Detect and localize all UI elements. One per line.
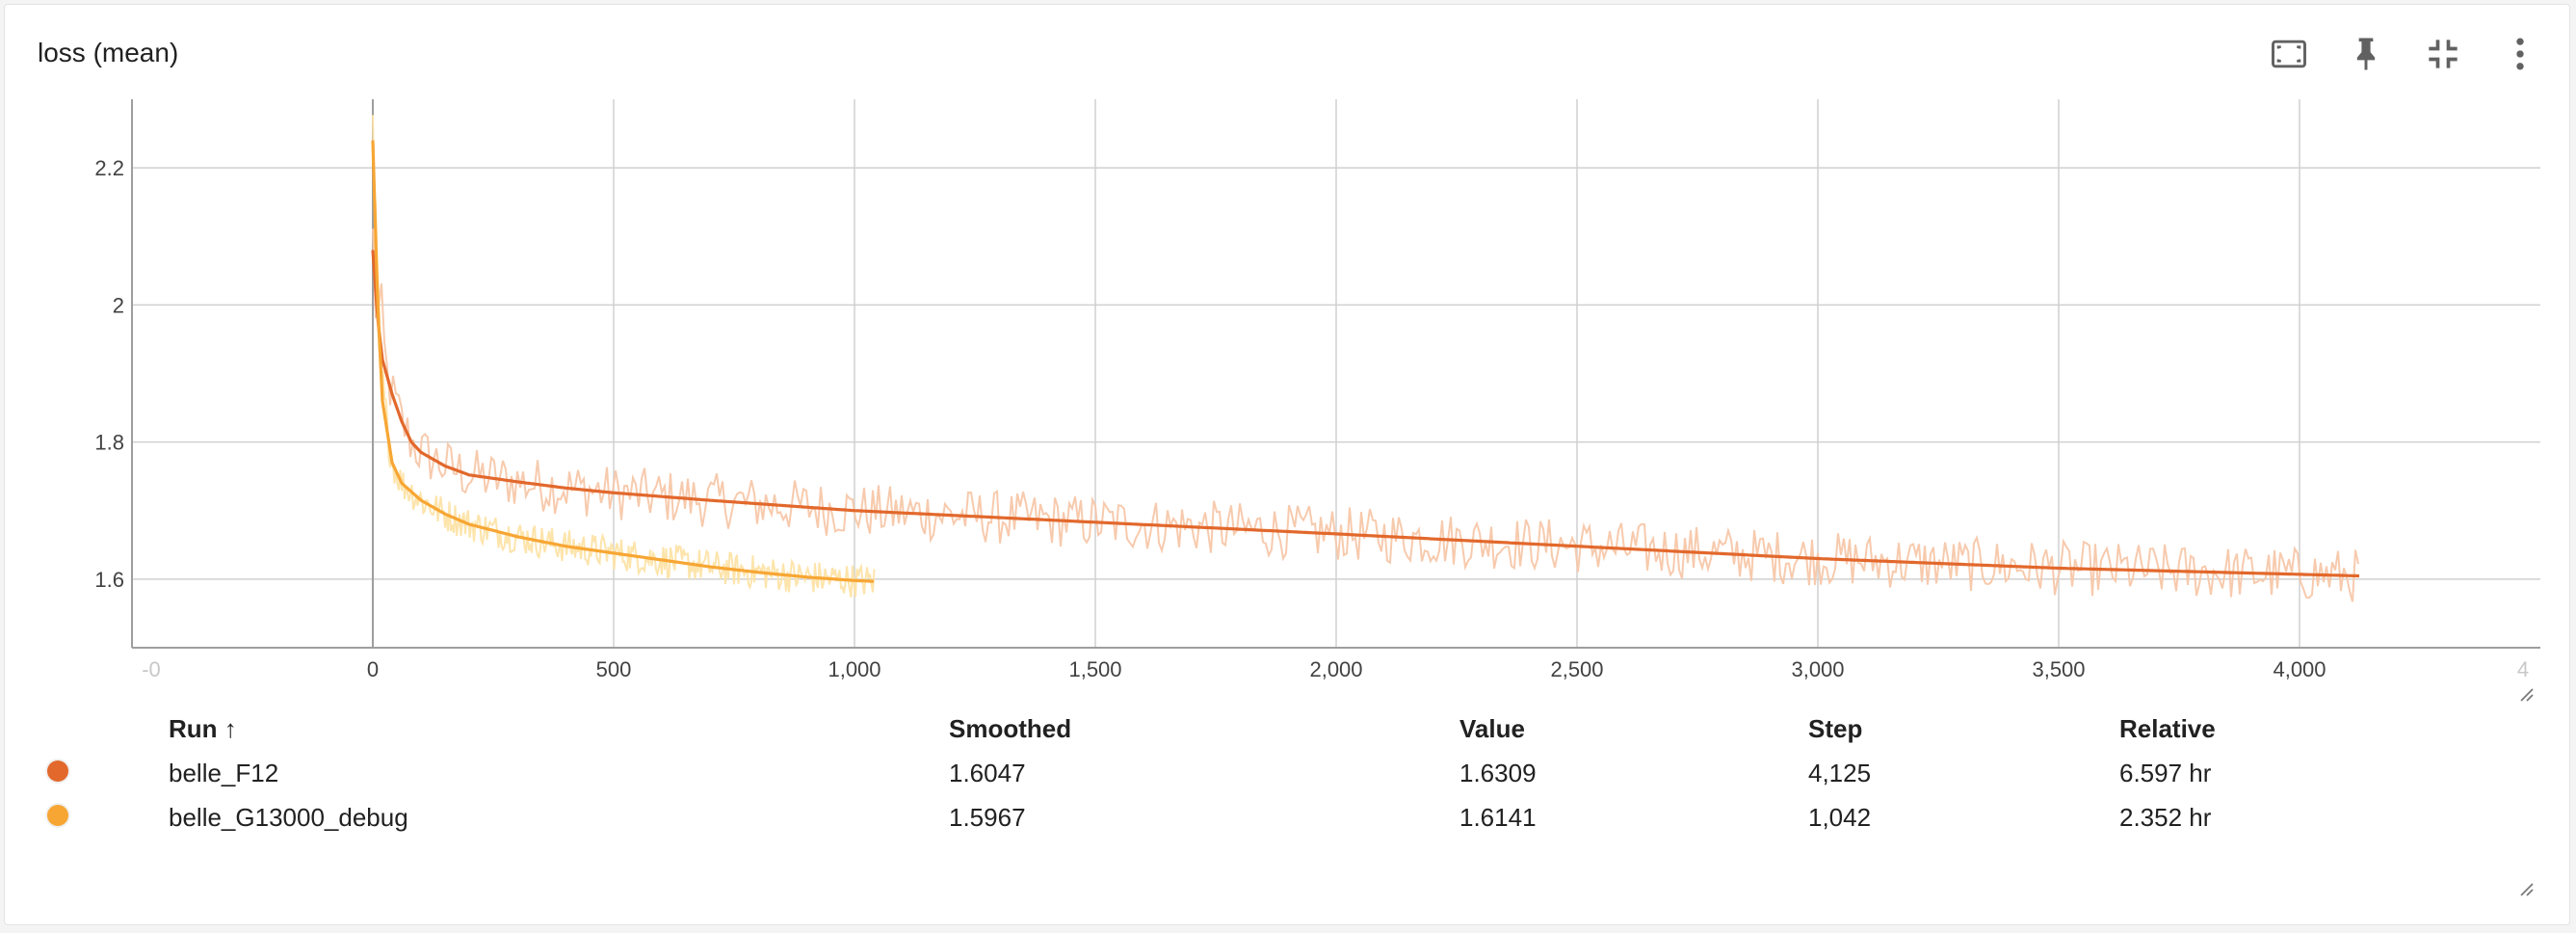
line-chart[interactable]: 0 500 1,000 1,500 2,000 2,500 3,000 3,500 4,000 -… [5, 5, 2571, 699]
smoothed-series-line [371, 140, 875, 583]
run-name: belle_G13000_debug [169, 802, 408, 832]
collapse-icon [2429, 40, 2458, 68]
x-tick-label: 1,000 [828, 657, 881, 681]
run-step: 1,042 [1808, 802, 1872, 832]
smoothed-series-line [371, 250, 2359, 578]
header-run[interactable]: Run ↑ [169, 713, 237, 743]
x-tick-label: 1,500 [1068, 657, 1121, 681]
x-tick-label: 4,000 [2273, 657, 2326, 681]
y-tick-label: 1.8 [94, 431, 124, 455]
run-smoothed: 1.5967 [949, 802, 1026, 832]
more-options-button[interactable] [2496, 30, 2544, 78]
y-tick-label: 1.6 [94, 568, 124, 592]
run-name: belle_F12 [169, 758, 279, 787]
pin-button[interactable] [2342, 30, 2390, 78]
x-tick-label: 2,500 [1550, 657, 1603, 681]
x-tick-label: 3,000 [1791, 657, 1844, 681]
raw-series-line [372, 228, 2359, 602]
header-relative[interactable]: Relative [2119, 713, 2216, 743]
header-smoothed[interactable]: Smoothed [949, 713, 1072, 743]
table-row: belle_G13000_debug 1.5967 1.6141 1,042 2… [38, 795, 2408, 840]
x-edge-tick-label: -0 [142, 657, 161, 681]
run-value: 1.6141 [1459, 802, 1537, 832]
x-tick-label: 0 [367, 657, 379, 681]
runs-table: Run ↑ Smoothed Value Step Relative belle… [38, 706, 2408, 840]
run-relative: 2.352 hr [2119, 802, 2212, 832]
x-tick-label: 500 [596, 657, 632, 681]
header-value[interactable]: Value [1459, 713, 1525, 743]
chart-resize-handle[interactable] [2517, 685, 2537, 705]
raw-series-line [372, 115, 876, 598]
card-toolbar [2265, 30, 2544, 78]
y-tick-label: 2 [113, 293, 124, 317]
card-resize-handle[interactable] [2517, 880, 2537, 899]
run-smoothed: 1.6047 [949, 758, 1026, 787]
table-row: belle_F12 1.6047 1.6309 4,125 6.597 hr [38, 751, 2408, 795]
run-color-swatch [47, 760, 68, 782]
run-color-swatch [47, 804, 68, 826]
table-header-row: Run ↑ Smoothed Value Step Relative [38, 706, 2408, 751]
chart-card: loss (mean) 0 500 1,000 1,500 2,000 [4, 4, 2570, 925]
run-value: 1.6309 [1459, 758, 1537, 787]
header-step[interactable]: Step [1808, 713, 1863, 743]
run-step: 4,125 [1808, 758, 1872, 787]
x-tick-label: 3,500 [2032, 657, 2085, 681]
x-edge-tick-label: 4 [2517, 657, 2529, 681]
x-tick-label: 2,000 [1309, 657, 1362, 681]
card-title: loss (mean) [38, 38, 179, 67]
pin-icon [2356, 38, 2376, 70]
collapse-button[interactable] [2419, 30, 2467, 78]
fit-domain-button[interactable] [2265, 30, 2313, 78]
more-vert-icon [2516, 38, 2524, 70]
fit-domain-icon [2272, 40, 2306, 68]
y-tick-label: 2.2 [94, 156, 124, 180]
run-relative: 6.597 hr [2119, 758, 2212, 787]
